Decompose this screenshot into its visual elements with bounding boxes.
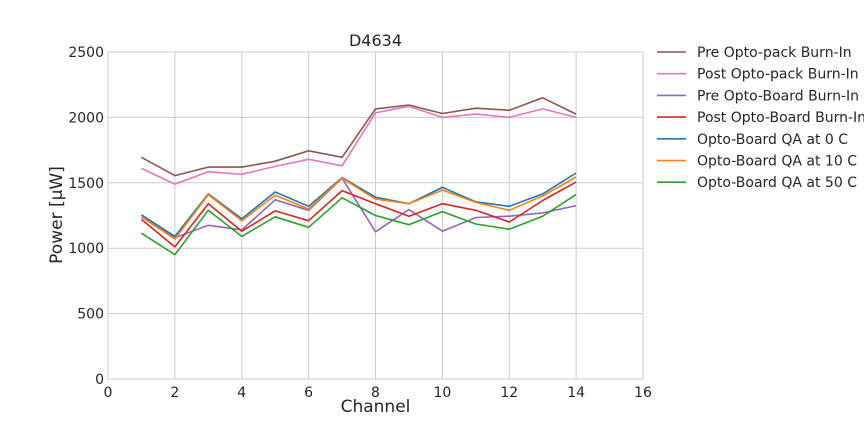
legend-label: Opto-Board QA at 50 C: [697, 175, 857, 191]
series-line: [141, 97, 577, 177]
x-tick-label: 4: [237, 385, 246, 401]
y-tick-label: 0: [95, 372, 104, 388]
plot-area: [107, 51, 644, 380]
series-line: [140, 193, 577, 256]
x-tick-labels: 0 2 4 6 8 10 12 14 16: [104, 385, 652, 401]
y-tick-label: 2500: [68, 45, 104, 61]
x-axis-label: Channel: [341, 397, 411, 417]
x-tick-label: 2: [170, 385, 179, 401]
series-line: [140, 177, 577, 239]
y-tick-label: 1500: [68, 176, 104, 192]
x-tick-label: 10: [433, 385, 451, 401]
y-tick-label: 500: [77, 307, 104, 323]
legend-label: Post Opto-Board Burn-In: [697, 110, 864, 126]
series-line: [141, 105, 577, 185]
chart-title: D4634: [349, 31, 402, 50]
x-tick-label: 8: [371, 385, 380, 401]
x-tick-label: 6: [304, 385, 313, 401]
x-tick-label: 0: [104, 385, 113, 401]
x-tick-label: 14: [567, 385, 585, 401]
y-tick-label: 1000: [68, 241, 104, 257]
y-axis-label: Power [μW]: [47, 166, 67, 264]
x-tick-label: 16: [634, 385, 652, 401]
legend-label: Pre Opto-pack Burn-In: [697, 45, 852, 61]
series-line: [140, 181, 577, 248]
series-line: [140, 176, 577, 240]
y-tick-labels: 0 500 1000 1500 2000 2500: [68, 45, 104, 388]
series-lines: [140, 97, 577, 256]
y-tick-label: 2000: [68, 110, 104, 126]
x-tick-label: 12: [500, 385, 518, 401]
legend-label: Opto-Board QA at 10 C: [697, 154, 857, 170]
legend-label: Post Opto-pack Burn-In: [697, 67, 859, 83]
legend: Pre Opto-pack Burn-In Post Opto-pack Burn…: [657, 45, 864, 191]
legend-label: Opto-Board QA at 0 C: [697, 132, 848, 148]
legend-label: Pre Opto-Board Burn-In: [697, 88, 859, 104]
